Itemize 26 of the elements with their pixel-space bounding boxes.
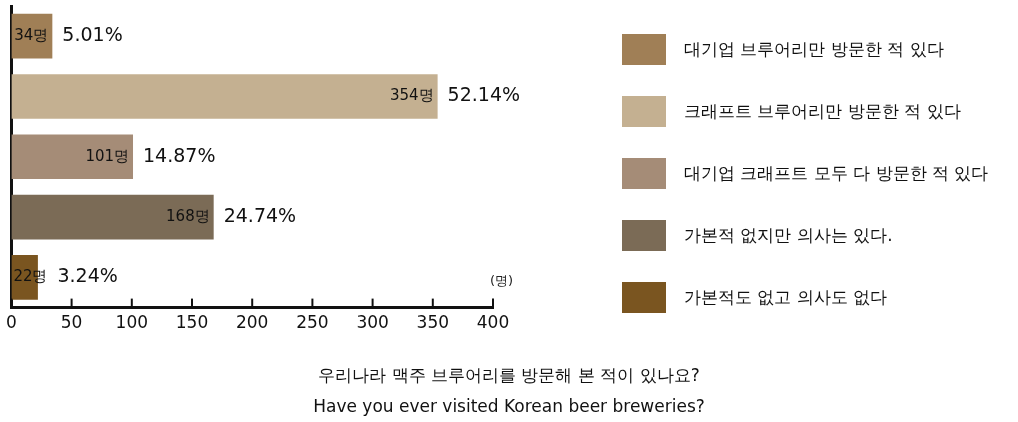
annotation: 14.87% bbox=[143, 143, 216, 166]
legend-label: 가본적도 없고 의사도 없다 bbox=[684, 285, 888, 309]
x-tick-label: 350 bbox=[416, 312, 450, 333]
annotation: 5.01% bbox=[62, 23, 123, 46]
x-tick-label: 200 bbox=[235, 312, 269, 333]
annotation: 3.24% bbox=[57, 264, 118, 287]
data-label: 168명 bbox=[166, 207, 210, 226]
legend-label: 가본적 없지만 의사는 있다. bbox=[684, 223, 893, 247]
annotation: 24.74% bbox=[223, 204, 297, 227]
text: Have you ever visited Korean beer breweries? bbox=[312, 396, 706, 416]
data-label: 101명 bbox=[85, 146, 130, 165]
x-tick-label: 300 bbox=[356, 312, 389, 333]
x-axis-title: (명) bbox=[490, 272, 514, 290]
legend-label: 크래프트 브루어리만 방문한 적 있다 bbox=[684, 99, 961, 123]
annotation: 52.14% bbox=[447, 83, 521, 106]
data-label: 354명 bbox=[389, 86, 434, 105]
x-tick-label: 0 bbox=[5, 312, 17, 333]
legend-label: 대기업 크래프트 모두 다 방문한 적 있다 bbox=[684, 161, 989, 185]
x-tick-label: 150 bbox=[175, 312, 209, 333]
data-label: 34명 bbox=[14, 26, 49, 45]
x-tick-label: 50 bbox=[60, 312, 83, 333]
text: 우리나라 맥주 브루어리를 방문해 본 적이 있나요? bbox=[317, 364, 701, 387]
x-tick-label: 100 bbox=[115, 312, 149, 333]
x-tick-label: 400 bbox=[476, 312, 510, 333]
x-tick-label: 250 bbox=[296, 312, 329, 333]
legend-label: 대기업 브루어리만 방문한 적 있다 bbox=[684, 37, 944, 61]
